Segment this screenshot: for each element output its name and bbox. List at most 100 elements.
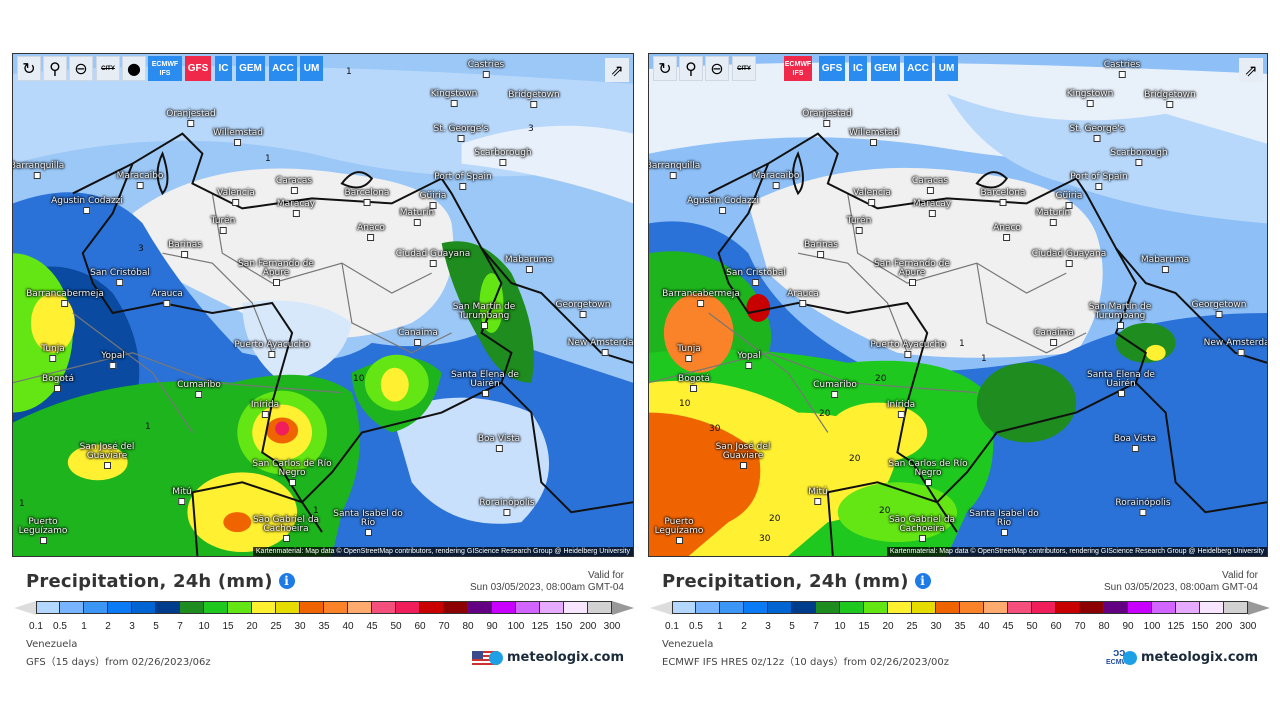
city-label[interactable]: Maracaibo	[753, 172, 799, 189]
share-button[interactable]: ⇗	[1239, 58, 1263, 82]
city-label[interactable]: San Cristóbal	[726, 269, 786, 286]
city-label[interactable]: Santa Elena de Uairén	[445, 371, 525, 397]
city-label[interactable]: Port of Spain	[434, 173, 492, 190]
city-label[interactable]: Bogotá	[678, 375, 710, 392]
city-label[interactable]: San Carlos de Río Negro	[888, 460, 968, 486]
city-label[interactable]: Castries	[1104, 61, 1140, 78]
city-label[interactable]: Kingstown	[431, 90, 477, 107]
model-button-ic[interactable]: IC	[849, 56, 867, 81]
city-label[interactable]: Inírida	[251, 401, 279, 418]
city-label[interactable]: Tunja	[677, 345, 701, 362]
city-label[interactable]: Turén	[847, 217, 871, 234]
city-label[interactable]: Caracas	[912, 177, 948, 194]
city-label[interactable]: Boa Vista	[1114, 435, 1156, 452]
city-label[interactable]: Barinas	[168, 241, 202, 258]
city-label[interactable]: Castries	[468, 61, 504, 78]
city-label[interactable]: Mitú	[172, 488, 192, 505]
city-label[interactable]: Bridgetown	[1144, 91, 1196, 108]
city-label[interactable]: Ciudad Guayana	[1032, 250, 1106, 267]
city-label[interactable]: Agustin Codazzi	[687, 197, 759, 214]
share-button[interactable]: ⇗	[605, 58, 629, 82]
city-label[interactable]: Mabaruma	[505, 256, 553, 273]
zoom-out-button[interactable]: ⊖	[69, 56, 93, 81]
city-label[interactable]: Caracas	[276, 177, 312, 194]
city-label[interactable]: Puerto Ayacucho	[234, 341, 310, 358]
location-pin-button[interactable]: ⚲	[679, 56, 703, 81]
model-button-gem[interactable]: GEM	[236, 56, 265, 81]
city-label[interactable]: Santa Isabel do Rio	[328, 510, 408, 536]
city-label[interactable]: São Gabriel da Cachoeira	[246, 516, 326, 542]
city-label[interactable]: Canaima	[398, 329, 438, 346]
city-label[interactable]: Mitú	[808, 488, 828, 505]
city-label[interactable]: Barcelona	[981, 189, 1025, 206]
city-labels-button[interactable]: CITY	[732, 56, 756, 81]
city-label[interactable]: Oranjestad	[802, 110, 852, 127]
info-icon[interactable]: i	[914, 573, 931, 589]
city-label[interactable]: São Gabriel da Cachoeira	[882, 516, 962, 542]
city-label[interactable]: Güiria	[420, 192, 446, 209]
city-label[interactable]: Barinas	[804, 241, 838, 258]
city-label[interactable]: Mabaruma	[1141, 256, 1189, 273]
model-button-ecmwf-ifs[interactable]: ECMWF IFS	[148, 56, 182, 81]
zoom-out-button[interactable]: ⊖	[705, 56, 729, 81]
city-label[interactable]: Tunja	[41, 345, 65, 362]
city-label[interactable]: Cumaribo	[813, 381, 857, 398]
ecmwf-map[interactable]: ↻ ⚲ ⊖ CITY ECMWF IFS GFS IC GEM ACC UM ⇗ Castries Or…	[648, 53, 1268, 557]
city-labels-button[interactable]: CITY	[96, 56, 120, 81]
city-label[interactable]: Valencia	[853, 189, 891, 206]
model-button-ecmwf-ifs[interactable]: ECMWF IFS	[784, 56, 812, 81]
refresh-button[interactable]: ↻	[17, 56, 41, 81]
city-label[interactable]: Anaco	[357, 224, 385, 241]
city-label[interactable]: Anaco	[993, 224, 1021, 241]
city-label[interactable]: Willemstad	[213, 129, 263, 146]
city-label[interactable]: Puerto Leguízamo	[13, 518, 83, 544]
city-label[interactable]: Turén	[211, 217, 235, 234]
city-label[interactable]: Bogotá	[42, 375, 74, 392]
map-attribution[interactable]: Kartenmaterial: Map data © OpenStreetMap…	[252, 547, 633, 556]
model-button-acc[interactable]: ACC	[269, 56, 297, 81]
city-label[interactable]: Barranquilla	[649, 162, 700, 179]
city-label[interactable]: St. George's	[1070, 125, 1124, 142]
meteologix-logo[interactable]: meteologix.com	[489, 650, 624, 665]
city-label[interactable]: Willemstad	[849, 129, 899, 146]
city-label[interactable]: Maturín	[400, 209, 434, 226]
info-icon[interactable]: i	[278, 573, 295, 589]
city-label[interactable]: San Cristóbal	[90, 269, 150, 286]
city-label[interactable]: Maturín	[1036, 209, 1070, 226]
model-button-um[interactable]: UM	[300, 56, 323, 81]
city-label[interactable]: Güiria	[1056, 192, 1082, 209]
city-label[interactable]: Yopal	[737, 352, 761, 369]
location-pin-button[interactable]: ⚲	[43, 56, 67, 81]
city-label[interactable]: Boa Vista	[478, 435, 520, 452]
dot-button[interactable]: ●	[122, 56, 146, 81]
meteologix-logo[interactable]: meteologix.com	[1123, 650, 1258, 665]
city-label[interactable]: Barcelona	[345, 189, 389, 206]
gfs-map[interactable]: ↻ ⚲ ⊖ CITY ● ECMWF IFS GFS IC GEM ACC UM ⇗ Castries O…	[12, 53, 634, 557]
city-label[interactable]: Barrancabermeja	[26, 290, 104, 307]
model-button-gfs[interactable]: GFS	[185, 56, 211, 81]
city-label[interactable]: Ciudad Guayana	[396, 250, 470, 267]
city-label[interactable]: Santa Isabel do Rio	[964, 510, 1044, 536]
model-button-ic[interactable]: IC	[215, 56, 232, 81]
city-label[interactable]: Barrancabermeja	[662, 290, 740, 307]
city-label[interactable]: Maracaibo	[117, 172, 163, 189]
city-label[interactable]: Agustin Codazzi	[51, 197, 123, 214]
city-label[interactable]: Bridgetown	[508, 91, 560, 108]
model-button-gfs[interactable]: GFS	[819, 56, 845, 81]
city-label[interactable]: Inírida	[887, 401, 915, 418]
city-label[interactable]: San José del Guaviare	[67, 443, 147, 469]
refresh-button[interactable]: ↻	[653, 56, 677, 81]
city-label[interactable]: Arauca	[151, 290, 183, 307]
city-label[interactable]: Oranjestad	[166, 110, 216, 127]
city-label[interactable]: Scarborough	[1110, 149, 1168, 166]
city-label[interactable]: Scarborough	[474, 149, 532, 166]
city-label[interactable]: Arauca	[787, 290, 819, 307]
city-label[interactable]: Canaima	[1034, 329, 1074, 346]
city-label[interactable]: Cumaribo	[177, 381, 221, 398]
city-label[interactable]: Barranquilla	[13, 162, 64, 179]
city-label[interactable]: New Amsterdam	[1204, 339, 1267, 356]
city-label[interactable]: Valencia	[217, 189, 255, 206]
city-label[interactable]: San Fernando de Apure	[872, 260, 952, 286]
city-label[interactable]: San José del Guaviare	[703, 443, 783, 469]
city-label[interactable]: San Fernando de Apure	[236, 260, 316, 286]
